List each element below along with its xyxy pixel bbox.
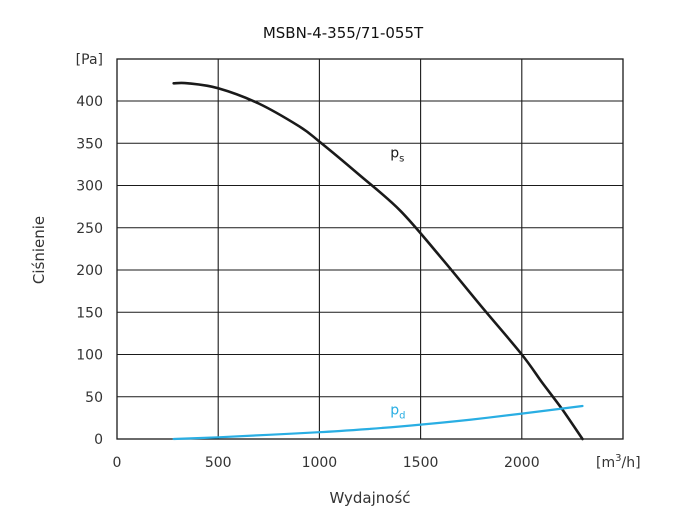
y-tick-label: 100 <box>76 348 103 364</box>
y-tick-label: 300 <box>76 179 103 195</box>
y-axis-unit: [Pa] <box>76 52 103 68</box>
y-tick-label: 150 <box>76 305 103 321</box>
chart-title: MSBN-4-355/71-055T <box>263 24 424 42</box>
y-tick-label: 50 <box>85 390 103 406</box>
y-axis-ticks: 0 50 100 150 200 250 300 350 400 <box>76 94 103 448</box>
x-tick-label: 0 <box>113 455 122 471</box>
y-axis-label: Ciśnienie <box>30 216 48 284</box>
x-tick-label: 1500 <box>403 455 439 471</box>
y-tick-label: 0 <box>94 432 103 448</box>
series-line-ps <box>172 81 584 441</box>
grid <box>116 58 624 440</box>
series-label-ps: ps <box>390 146 404 165</box>
x-axis-ticks: 0 500 1000 1500 2000 <box>113 455 540 471</box>
y-tick-label: 400 <box>76 94 103 110</box>
y-tick-label: 350 <box>76 136 103 152</box>
x-axis-label: Wydajność <box>329 489 410 507</box>
series-group: ps pd <box>172 81 584 441</box>
series-line-pd <box>172 404 584 441</box>
plot-frame <box>116 58 624 440</box>
x-axis-unit: [m3/h] <box>596 453 641 471</box>
series-label-pd: pd <box>390 402 405 421</box>
y-tick-label: 250 <box>76 221 103 237</box>
x-tick-label: 1000 <box>302 455 338 471</box>
x-tick-label: 500 <box>205 455 232 471</box>
x-tick-label: 2000 <box>504 455 540 471</box>
y-tick-label: 200 <box>76 263 103 279</box>
